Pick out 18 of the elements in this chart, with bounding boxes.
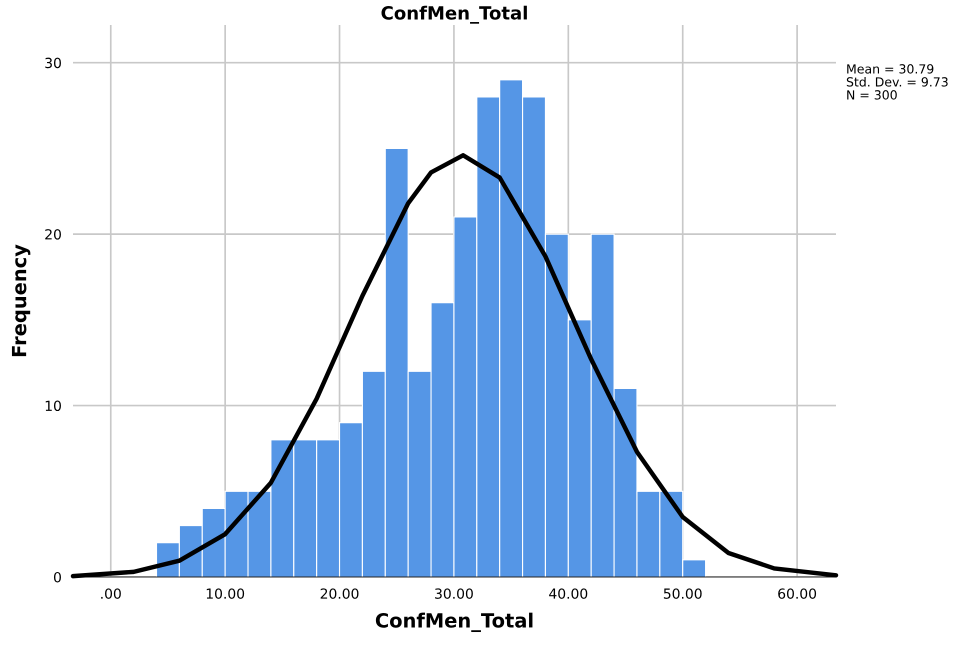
x-tick-label: 10.00 bbox=[206, 588, 244, 599]
text: Std. Dev. = 9.73 bbox=[846, 76, 948, 87]
x-tick-label: .00 bbox=[101, 588, 121, 599]
y-tick-label: 20 bbox=[45, 229, 61, 240]
text: Mean = 30.79 bbox=[847, 64, 934, 74]
x-tick-label: 40.00 bbox=[549, 588, 588, 599]
x-tick-label: 50.00 bbox=[664, 588, 702, 599]
chart-title: ConfMen_Total bbox=[382, 6, 527, 24]
y-tick-label: 30 bbox=[45, 58, 61, 68]
y-axis-title: Frequency bbox=[12, 244, 30, 356]
y-tick-label: 10 bbox=[46, 400, 61, 412]
line-series bbox=[70, 153, 838, 578]
text: N = 300 bbox=[847, 90, 897, 100]
x-tick-label: 60.00 bbox=[778, 588, 816, 599]
x-axis-title: ConfMen_Total bbox=[376, 612, 532, 632]
x-tick-label: 30.00 bbox=[435, 588, 473, 599]
y-tick-label: 0 bbox=[54, 572, 61, 582]
x-tick-label: 20.00 bbox=[320, 588, 358, 599]
